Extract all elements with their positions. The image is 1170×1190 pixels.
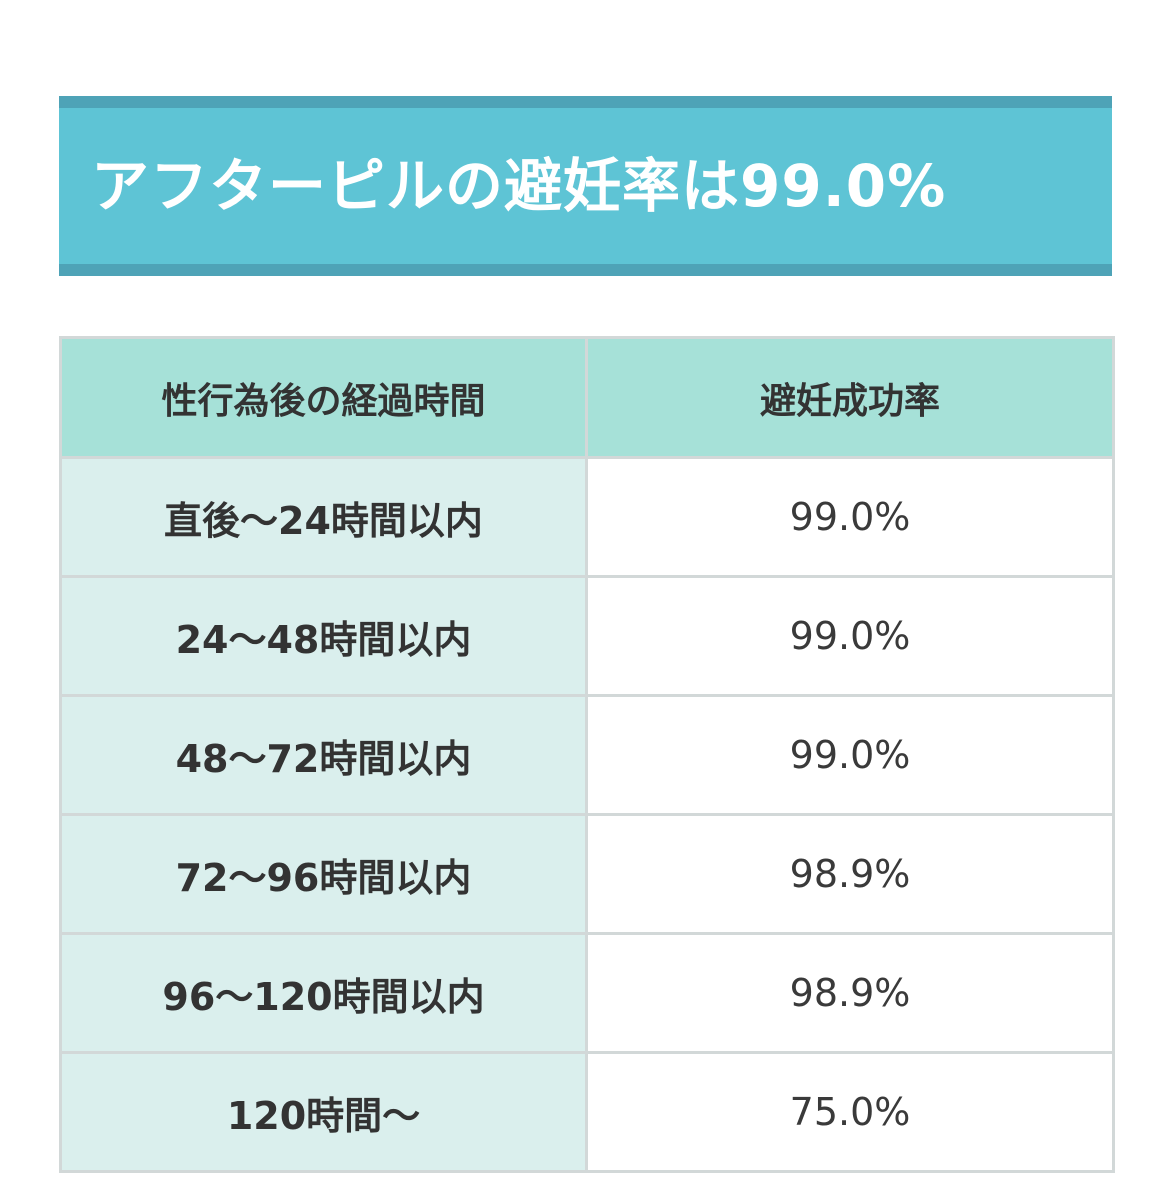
page-title: アフターピルの避妊率は99.0% bbox=[91, 152, 947, 220]
table-header-row: 性行為後の経過時間 避妊成功率 bbox=[59, 336, 1115, 459]
elapsed-time-cell: 72〜96時間以内 bbox=[59, 813, 588, 935]
success-rate-cell: 99.0% bbox=[585, 694, 1115, 816]
elapsed-time-cell: 48〜72時間以内 bbox=[59, 694, 588, 816]
column-header-success-rate: 避妊成功率 bbox=[585, 336, 1115, 459]
table-row: 120時間〜 75.0% bbox=[59, 1051, 1115, 1173]
elapsed-time-cell: 96〜120時間以内 bbox=[59, 932, 588, 1054]
success-rate-cell: 99.0% bbox=[585, 456, 1115, 578]
elapsed-time-cell: 24〜48時間以内 bbox=[59, 575, 588, 697]
success-rate-cell: 75.0% bbox=[585, 1051, 1115, 1173]
success-rate-cell: 99.0% bbox=[585, 575, 1115, 697]
table-row: 24〜48時間以内 99.0% bbox=[59, 575, 1115, 697]
table-row: 直後〜24時間以内 99.0% bbox=[59, 456, 1115, 578]
table-row: 72〜96時間以内 98.9% bbox=[59, 813, 1115, 935]
success-rate-cell: 98.9% bbox=[585, 813, 1115, 935]
heading-banner: アフターピルの避妊率は99.0% bbox=[59, 96, 1112, 276]
success-rate-cell: 98.9% bbox=[585, 932, 1115, 1054]
table-row: 48〜72時間以内 99.0% bbox=[59, 694, 1115, 816]
table-row: 96〜120時間以内 98.9% bbox=[59, 932, 1115, 1054]
elapsed-time-cell: 120時間〜 bbox=[59, 1051, 588, 1173]
contraception-rate-table: 性行為後の経過時間 避妊成功率 直後〜24時間以内 99.0% 24〜48時間以… bbox=[59, 336, 1115, 1173]
elapsed-time-cell: 直後〜24時間以内 bbox=[59, 456, 588, 578]
column-header-elapsed-time: 性行為後の経過時間 bbox=[59, 336, 588, 459]
